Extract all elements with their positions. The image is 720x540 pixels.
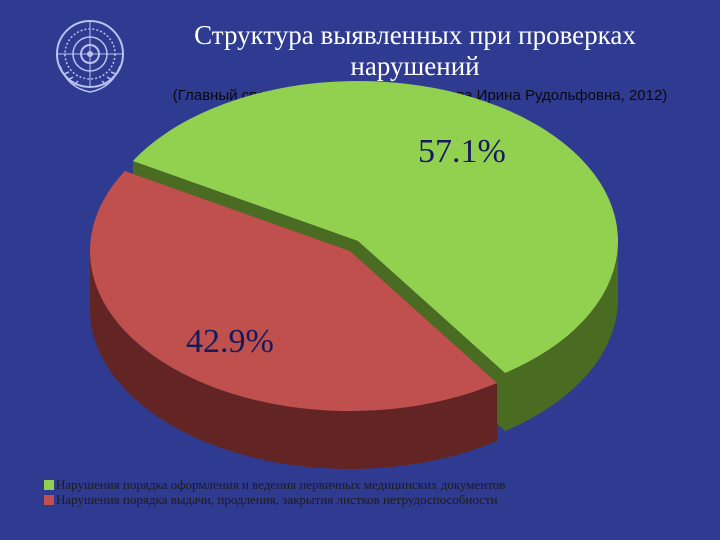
slice-rim-green	[505, 241, 618, 431]
slide-title: Структура выявленных при проверках наруш…	[194, 20, 636, 81]
slice-green	[132, 81, 618, 373]
slice-label-green: 57.1%	[418, 133, 506, 170]
legend-item-red: Нарушения порядка выдачи, продления, зак…	[44, 492, 704, 507]
slice-rim-red-left	[90, 251, 116, 378]
chart-legend: Нарушения порядка оформления и ведения п…	[44, 477, 704, 507]
slice-red	[89, 171, 498, 411]
pie-chart	[89, 81, 618, 469]
legend-label-green: Нарушения порядка оформления и ведения п…	[56, 477, 506, 492]
legend-label-red: Нарушения порядка выдачи, продления, зак…	[56, 492, 498, 507]
emblem-logo-icon	[56, 20, 124, 93]
slice-label-red: 42.9%	[186, 323, 274, 360]
legend-swatch-green	[44, 480, 54, 490]
slice-rim-red	[90, 251, 498, 469]
legend-item-green: Нарушения порядка оформления и ведения п…	[44, 477, 704, 492]
legend-swatch-red	[44, 495, 54, 505]
